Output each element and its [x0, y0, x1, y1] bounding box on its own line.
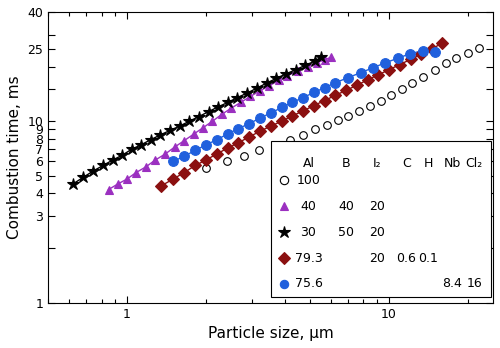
Text: C: C	[402, 157, 410, 170]
Text: 30: 30	[300, 226, 316, 239]
Text: 20: 20	[370, 252, 386, 264]
Text: Nb: Nb	[444, 157, 461, 170]
Y-axis label: Combustion time, ms: Combustion time, ms	[7, 76, 22, 239]
Text: Cl₂: Cl₂	[466, 157, 483, 170]
Text: 40: 40	[300, 200, 316, 213]
Text: 79.3: 79.3	[294, 252, 322, 264]
Text: Al: Al	[302, 157, 314, 170]
FancyBboxPatch shape	[270, 141, 491, 297]
Text: 100: 100	[296, 174, 320, 187]
Text: 0.1: 0.1	[418, 252, 438, 264]
Text: 16: 16	[466, 277, 482, 290]
Text: H: H	[424, 157, 433, 170]
Text: I₂: I₂	[373, 157, 382, 170]
Text: 0.6: 0.6	[396, 252, 416, 264]
Text: 20: 20	[370, 200, 386, 213]
Text: 75.6: 75.6	[294, 277, 322, 290]
X-axis label: Particle size, μm: Particle size, μm	[208, 326, 334, 341]
Text: 40: 40	[338, 200, 354, 213]
Text: 50: 50	[338, 226, 354, 239]
Text: 8.4: 8.4	[442, 277, 462, 290]
Text: B: B	[342, 157, 350, 170]
Text: 20: 20	[370, 226, 386, 239]
